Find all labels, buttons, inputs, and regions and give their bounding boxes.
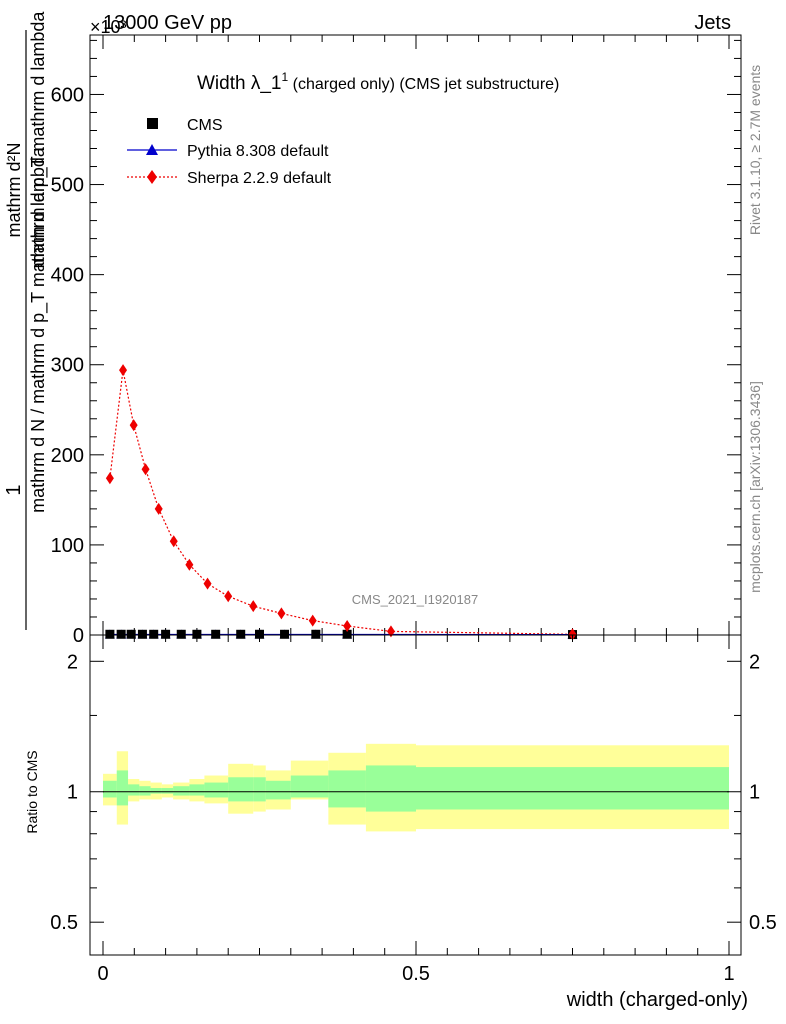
ratio-ytick-label: 0.5 bbox=[50, 912, 78, 934]
ratio-inner-band-bin bbox=[290, 775, 329, 798]
ratio-ytick-label-right: 1 bbox=[749, 782, 760, 804]
main-y-axis-label: 1 mathrm d N / mathrm d p_T mathrm d lam… bbox=[3, 11, 49, 630]
ratio-inner-band-bin bbox=[416, 767, 729, 810]
sherpa-point bbox=[568, 628, 577, 641]
ratio-ytick-label: 1 bbox=[67, 782, 78, 804]
sherpa-point bbox=[308, 614, 317, 627]
main-ytick-label: 500 bbox=[51, 175, 84, 197]
analysis-watermark: CMS_2021_I1920187 bbox=[352, 592, 479, 607]
ratio-inner-band-bin bbox=[228, 777, 254, 802]
ratio-xtick-label: 1 bbox=[723, 963, 734, 985]
legend-marker-sherpa bbox=[147, 170, 157, 184]
ratio-bands bbox=[103, 743, 729, 832]
sherpa-point bbox=[169, 535, 178, 548]
cms-point bbox=[105, 629, 115, 639]
cms-point bbox=[236, 629, 246, 639]
chart-title-rest: (charged only) (CMS jet substructure) bbox=[288, 76, 559, 93]
ratio-inner-band-bin bbox=[103, 780, 117, 798]
main-ytick-label: 100 bbox=[51, 535, 84, 557]
legend: CMS Pythia 8.308 default Sherpa 2.2.9 de… bbox=[127, 117, 332, 187]
ratio-ytick-label: 2 bbox=[67, 651, 78, 673]
y-label-denominator: mathrm d N / mathrm d p_T mathrm d lambd… bbox=[28, 146, 49, 513]
sherpa-point bbox=[141, 463, 150, 476]
main-panel: 0 100 200 300 400 500 600 Width λ_11 (charged … bbox=[51, 34, 742, 647]
sherpa-point bbox=[203, 577, 212, 590]
rivet-version-label: Rivet 3.1.10, ≥ 2.7M events bbox=[747, 65, 763, 235]
chart-title: Width λ_11 (charged only) (CMS jet subst… bbox=[197, 70, 559, 94]
y-exponent-label: ×10³ bbox=[90, 17, 127, 37]
cms-point bbox=[126, 629, 136, 639]
y-label-right-numerator: mathrm d²N bbox=[4, 142, 24, 237]
sherpa-point bbox=[119, 364, 128, 377]
ratio-x-axis: 0 0.5 1 bbox=[97, 635, 735, 985]
ratio-inner-band-bin bbox=[204, 782, 229, 798]
ratio-xtick-label: 0 bbox=[97, 963, 108, 985]
chart-title-sup: 1 bbox=[281, 70, 288, 84]
y-label-right-denominator: mathrm d p_T mathrm d lambda bbox=[28, 11, 49, 269]
legend-label-cms: CMS bbox=[187, 117, 223, 134]
ratio-ytick-label-right: 0.5 bbox=[749, 912, 777, 934]
sherpa-point bbox=[343, 619, 352, 632]
ratio-panel: 0.5 0.51 12 2 0 0.5 1 bbox=[50, 634, 777, 985]
sherpa-point bbox=[224, 590, 233, 603]
cms-point bbox=[311, 629, 321, 639]
sherpa-point bbox=[129, 419, 138, 432]
main-ytick-label: 0 bbox=[73, 625, 84, 647]
main-ytick-label: 200 bbox=[51, 445, 84, 467]
main-y-axis: 0 100 200 300 400 500 600 bbox=[51, 39, 741, 647]
ratio-y-axis: 0.5 0.5 1 1 2 2 bbox=[50, 651, 777, 934]
ratio-inner-band-bin bbox=[365, 765, 416, 812]
sherpa-point bbox=[105, 472, 114, 485]
legend-marker-cms bbox=[147, 118, 158, 129]
main-series-group bbox=[104, 364, 578, 641]
cms-point bbox=[342, 629, 352, 639]
ratio-ytick-label-right: 2 bbox=[749, 651, 760, 673]
legend-marker-pythia bbox=[146, 144, 158, 155]
ratio-inner-band-bin bbox=[128, 784, 140, 796]
x-axis-label: width (charged-only) bbox=[566, 989, 748, 1011]
ratio-inner-band-bin bbox=[189, 784, 205, 796]
sherpa-point bbox=[277, 607, 286, 620]
chart-title-main: Width λ_1 bbox=[197, 73, 281, 94]
ratio-inner-band-bin bbox=[150, 788, 162, 794]
header-collision-label: 13000 GeV pp bbox=[103, 12, 232, 34]
ratio-inner-band-bin bbox=[265, 780, 291, 800]
cms-point bbox=[192, 629, 202, 639]
ratio-y-axis-label: Ratio to CMS bbox=[24, 750, 40, 833]
header-jets-label: Jets bbox=[694, 12, 731, 34]
cms-point bbox=[149, 629, 159, 639]
ratio-inner-band-bin bbox=[139, 786, 151, 796]
mcplots-source-label: mcplots.cern.ch [arXiv:1306.3436] bbox=[747, 381, 763, 593]
main-ytick-label: 600 bbox=[51, 84, 84, 106]
ratio-inner-band-bin bbox=[116, 770, 129, 806]
cms-point bbox=[255, 629, 264, 639]
ratio-inner-band-bin bbox=[173, 786, 190, 796]
ratio-xtick-label: 0.5 bbox=[402, 963, 430, 985]
cms-point bbox=[161, 629, 171, 639]
ratio-inner-band-bin bbox=[253, 777, 266, 802]
cms-point bbox=[176, 629, 186, 639]
ratio-inner-band-bin bbox=[328, 770, 366, 808]
cms-point bbox=[211, 629, 221, 639]
sherpa-point bbox=[154, 502, 163, 515]
main-x-axis-ticks bbox=[102, 35, 730, 635]
sherpa-point bbox=[185, 558, 194, 571]
sherpa-series-line bbox=[109, 369, 573, 635]
legend-label-sherpa: Sherpa 2.2.9 default bbox=[187, 170, 332, 187]
ratio-inner-band-bin bbox=[161, 788, 174, 794]
sherpa-point bbox=[386, 625, 395, 638]
cms-point bbox=[116, 629, 126, 639]
main-ytick-label: 300 bbox=[51, 355, 84, 377]
main-ytick-label: 400 bbox=[51, 265, 84, 287]
cms-point bbox=[280, 629, 290, 639]
cms-point bbox=[137, 629, 147, 639]
legend-label-pythia: Pythia 8.308 default bbox=[187, 143, 329, 160]
sherpa-point bbox=[249, 600, 258, 613]
y-label-numerator: 1 bbox=[3, 484, 25, 495]
